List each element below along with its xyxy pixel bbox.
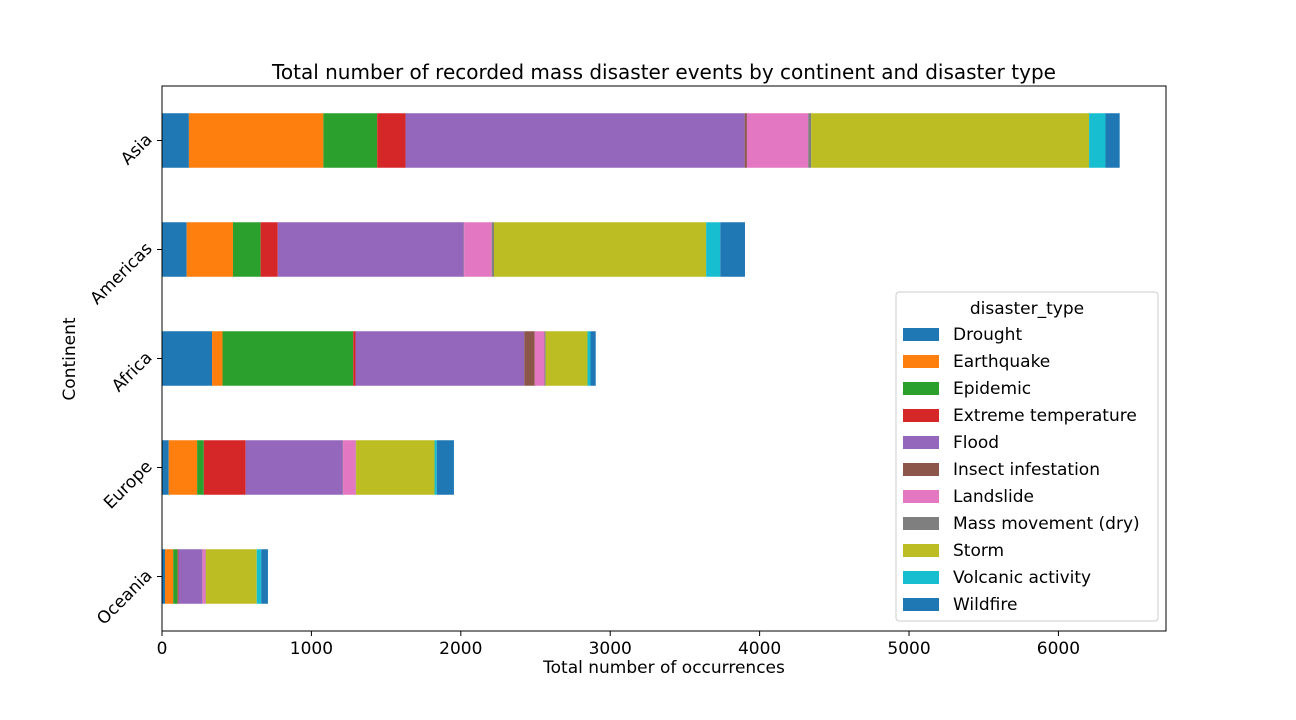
legend-swatch (903, 328, 939, 341)
bar-oceania-landslide (202, 549, 206, 604)
bar-asia-epidemic (323, 113, 378, 168)
bar-africa-storm (545, 331, 588, 386)
legend-swatch (903, 571, 939, 584)
y-tick-label: Oceania (93, 566, 156, 629)
bar-asia-wildfire (1105, 113, 1120, 168)
chart-title: Total number of recorded mass disaster e… (271, 60, 1056, 84)
bar-asia-mass-movement-dry (808, 113, 812, 168)
bar-europe-storm (356, 440, 435, 495)
legend-swatch (903, 382, 939, 395)
x-tick-label: 2000 (439, 639, 482, 659)
bar-americas-extreme-temperature (260, 222, 278, 277)
legend-swatch (903, 544, 939, 557)
bar-americas-flood (277, 222, 464, 277)
legend-entry-label: Mass movement (dry) (953, 514, 1140, 534)
bar-oceania-earthquake (164, 549, 174, 604)
bar-africa-mass-movement-dry (544, 331, 546, 386)
legend-entry-label: Earthquake (953, 352, 1050, 372)
legend-entry-label: Volcanic activity (953, 568, 1091, 588)
y-tick-label: Asia (117, 130, 156, 169)
x-tick-label: 4000 (738, 639, 781, 659)
bar-africa-earthquake (212, 331, 223, 386)
legend-box (895, 291, 1159, 622)
bar-americas-landslide (464, 222, 492, 277)
bar-oceania-flood (178, 549, 203, 604)
bar-asia-extreme-temperature (377, 113, 406, 168)
y-axis-label: Continent (60, 317, 80, 400)
bar-europe-flood (245, 440, 343, 495)
x-tick-label: 6000 (1037, 639, 1080, 659)
bar-asia-landslide (746, 113, 809, 168)
x-tick-label: 5000 (887, 639, 930, 659)
bar-oceania-storm (205, 549, 257, 604)
legend-swatch (903, 490, 939, 503)
legend-entry-label: Flood (953, 433, 999, 453)
bar-europe-extreme-temperature (203, 440, 246, 495)
bar-africa-insect-infestation (524, 331, 535, 386)
bar-europe-volcanic-activity (434, 440, 437, 495)
legend-entry-label: Drought (953, 325, 1022, 345)
legend-swatch (903, 463, 939, 476)
bar-asia-drought (162, 113, 189, 168)
bar-europe-wildfire (436, 440, 454, 495)
y-tick-label: Americas (87, 239, 157, 309)
bar-asia-flood (405, 113, 745, 168)
bar-americas-storm (493, 222, 707, 277)
legend-entry-label: Extreme temperature (953, 406, 1137, 426)
bar-americas-earthquake (186, 222, 233, 277)
bar-oceania-extreme-temperature (177, 549, 179, 604)
bar-asia-storm (811, 113, 1090, 168)
bar-europe-epidemic (197, 440, 204, 495)
legend-entry-label: Storm (953, 541, 1004, 561)
bar-africa-flood (355, 331, 525, 386)
legend-title: disaster_type (970, 299, 1084, 319)
bar-oceania-drought (162, 549, 165, 604)
bar-americas-drought (162, 222, 187, 277)
bar-americas-mass-movement-dry (491, 222, 494, 277)
y-tick-label: Africa (108, 348, 156, 396)
legend-swatch (903, 436, 939, 449)
bar-europe-landslide (343, 440, 356, 495)
bar-africa-landslide (534, 331, 545, 386)
legend-swatch (903, 355, 939, 368)
x-tick-label: 1000 (290, 639, 333, 659)
legend-swatch (903, 409, 939, 422)
bar-africa-volcanic-activity (587, 331, 591, 386)
bar-oceania-wildfire (261, 549, 268, 604)
bar-europe-earthquake (168, 440, 198, 495)
legend-swatch (903, 598, 939, 611)
legend-entry-label: Landslide (953, 487, 1034, 507)
bar-europe-drought (162, 440, 169, 495)
bar-americas-volcanic-activity (706, 222, 721, 277)
bar-africa-extreme-temperature (353, 331, 356, 386)
y-tick-label: Europe (100, 457, 156, 513)
bar-africa-wildfire (590, 331, 596, 386)
bar-africa-epidemic (222, 331, 354, 386)
x-tick-label: 3000 (589, 639, 632, 659)
bar-oceania-epidemic (173, 549, 178, 604)
bar-africa-drought (162, 331, 213, 386)
legend-entry-label: Epidemic (953, 379, 1031, 399)
bar-americas-epidemic (232, 222, 261, 277)
legend-entry-label: Wildfire (953, 595, 1017, 615)
bar-americas-wildfire (720, 222, 745, 277)
legend-swatch (903, 517, 939, 530)
bar-asia-earthquake (188, 113, 324, 168)
x-axis-label: Total number of occurrences (542, 658, 785, 678)
legend: disaster_type Drought Earthquake Epidemic Ex… (895, 291, 1159, 622)
bar-asia-volcanic-activity (1089, 113, 1106, 168)
x-tick-label: 0 (157, 639, 168, 659)
legend-entry-label: Insect infestation (953, 460, 1100, 480)
bar-oceania-volcanic-activity (256, 549, 262, 604)
bar-asia-insect-infestation (744, 113, 747, 168)
